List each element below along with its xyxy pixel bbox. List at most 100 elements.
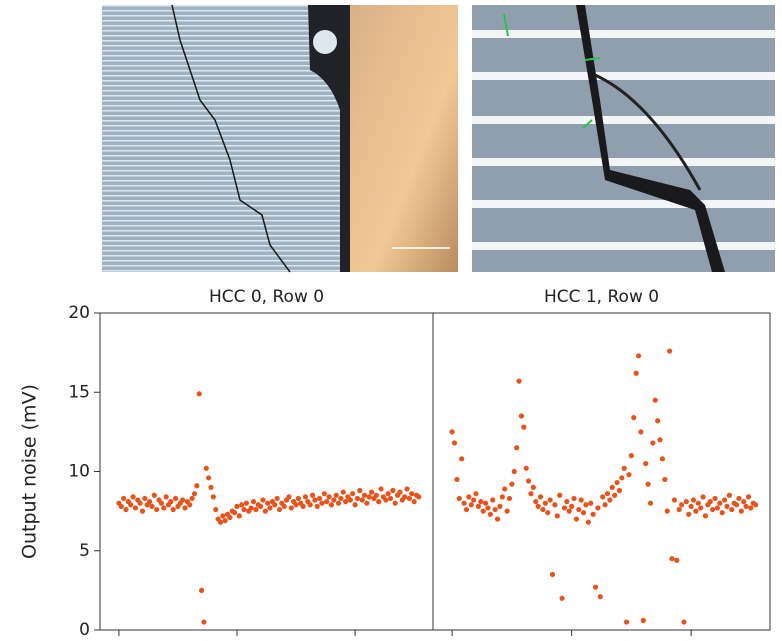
data-point — [753, 502, 759, 508]
data-point — [743, 503, 749, 509]
data-point — [702, 513, 709, 519]
data-point — [182, 505, 188, 511]
data-point — [385, 491, 391, 497]
data-point — [300, 503, 306, 509]
data-point — [695, 500, 701, 506]
data-point — [571, 495, 577, 502]
data-point — [208, 484, 214, 490]
data-point — [698, 505, 704, 511]
data-point — [459, 456, 465, 462]
data-point — [729, 506, 735, 513]
y-tick-label: 0 — [79, 620, 90, 640]
data-point — [583, 502, 589, 508]
data-point — [295, 495, 301, 502]
data-point — [502, 486, 508, 492]
data-point — [492, 506, 498, 513]
data-point — [602, 502, 608, 508]
data-point — [227, 514, 233, 521]
data-point — [331, 497, 337, 503]
data-point — [710, 506, 716, 513]
data-point — [578, 497, 584, 503]
data-point — [302, 494, 309, 500]
data-point — [357, 487, 363, 494]
data-point — [352, 502, 358, 508]
data-point — [404, 486, 410, 492]
data-point — [293, 502, 299, 508]
data-point — [265, 500, 271, 506]
data-point — [142, 495, 148, 502]
data-point — [585, 519, 591, 525]
data-point — [463, 506, 470, 513]
data-point — [626, 472, 632, 478]
data-point — [690, 497, 697, 503]
data-point — [466, 494, 472, 500]
data-point — [693, 508, 699, 514]
data-point — [250, 499, 257, 505]
data-point — [324, 499, 330, 505]
data-point — [137, 500, 143, 506]
data-point — [721, 497, 728, 503]
data-point — [523, 465, 529, 471]
data-point — [319, 500, 325, 506]
data-point — [494, 516, 501, 522]
data-point — [518, 413, 525, 419]
data-point — [600, 494, 606, 500]
data-point — [616, 487, 623, 494]
data-point — [633, 370, 639, 376]
data-point — [566, 508, 572, 514]
data-point — [652, 397, 658, 403]
data-point — [118, 503, 124, 509]
data-point — [338, 495, 344, 502]
data-point — [456, 495, 462, 502]
data-point — [373, 492, 379, 498]
data-point — [640, 617, 646, 624]
data-point — [267, 505, 273, 511]
data-point — [659, 456, 666, 462]
data-point — [314, 503, 320, 509]
data-point — [201, 619, 207, 625]
data-point — [676, 506, 682, 513]
data-point — [239, 502, 245, 508]
data-point — [168, 499, 174, 505]
data-point — [461, 500, 467, 506]
data-point — [657, 437, 663, 443]
data-point — [203, 465, 209, 471]
data-point — [635, 353, 642, 359]
data-point — [619, 475, 625, 481]
data-point — [542, 500, 548, 506]
data-point — [210, 494, 216, 500]
data-point — [222, 518, 228, 524]
data-point — [196, 391, 202, 397]
data-point — [655, 418, 661, 424]
data-point — [509, 481, 515, 487]
data-point — [274, 495, 280, 502]
data-point — [317, 495, 323, 502]
y-tick-label: 20 — [68, 303, 90, 323]
y-tick-label: 10 — [68, 462, 90, 482]
data-point — [561, 505, 568, 511]
data-point — [535, 503, 541, 509]
data-point — [647, 500, 654, 506]
data-point — [241, 506, 247, 513]
data-point — [321, 491, 327, 497]
data-point — [187, 502, 193, 508]
y-axis-label: Output noise (mV) — [19, 384, 41, 559]
data-point — [511, 468, 517, 475]
plot-frame — [432, 312, 771, 631]
data-point — [475, 503, 482, 509]
data-point — [257, 503, 264, 509]
data-point — [545, 510, 551, 516]
data-point — [232, 510, 238, 516]
data-point — [191, 491, 198, 497]
y-tick-label: 15 — [68, 382, 90, 402]
data-point — [383, 497, 389, 503]
microscope-image-right — [472, 5, 775, 272]
data-point — [368, 489, 375, 495]
data-point — [645, 481, 651, 487]
data-point — [406, 495, 412, 502]
data-point — [180, 497, 186, 503]
data-point — [402, 494, 408, 500]
data-point — [163, 494, 169, 500]
data-point — [485, 505, 491, 511]
